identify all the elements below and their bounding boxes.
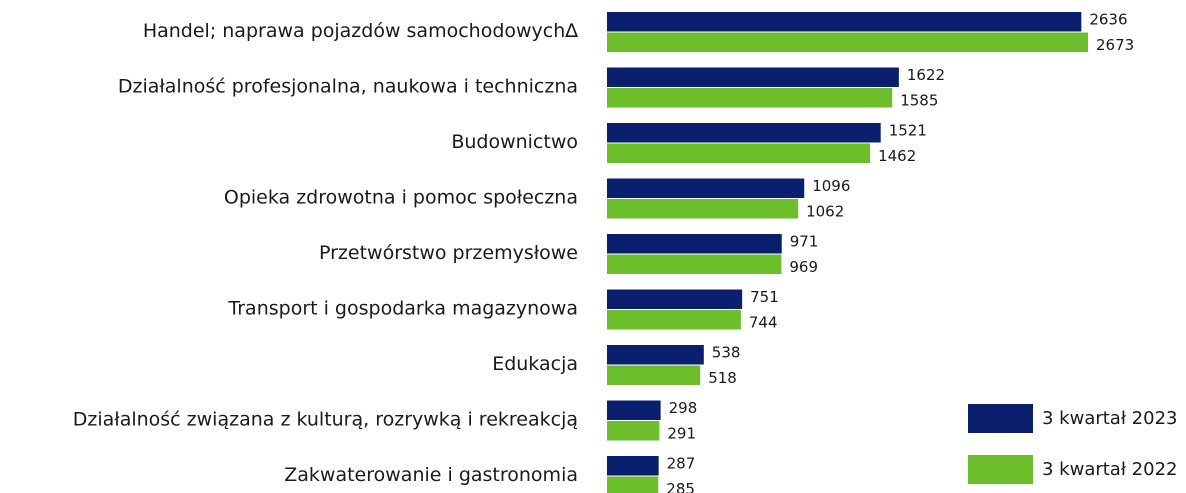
bar [607,345,704,365]
category-label: Zakwaterowanie i gastronomia [284,464,578,486]
value-label: 538 [712,343,741,361]
bar [607,254,782,274]
bar [607,12,1082,32]
value-label: 518 [708,369,737,387]
category-label: Edukacja [492,353,578,375]
value-label: 1462 [878,147,916,165]
value-label: 285 [666,480,695,493]
value-label: 287 [667,454,696,472]
value-label: 2636 [1089,10,1127,28]
bar [607,32,1088,52]
bar [607,67,899,87]
bar [607,234,782,254]
legend-label: 3 kwartał 2023 [1042,408,1177,429]
value-label: 1096 [812,177,850,195]
category-label: Opieka zdrowotna i pomoc społeczna [224,187,578,209]
legend-swatch [968,455,1033,484]
value-label: 971 [790,232,819,250]
bar [607,365,701,385]
category-label: Działalność związana z kulturą, rozrywką… [73,409,578,431]
bar [607,421,660,441]
value-label: 2673 [1096,36,1134,54]
category-label: Budownictwo [451,131,578,153]
value-label: 1062 [806,202,844,220]
bar [607,456,659,476]
bar [607,143,871,163]
value-label: 291 [667,424,696,442]
category-label: Działalność profesjonalna, naukowa i tec… [118,76,578,98]
value-label: 969 [789,258,818,276]
bar [607,310,741,330]
bar [607,400,661,420]
value-label: 1585 [900,91,938,109]
value-label: 744 [749,313,778,331]
bar [607,289,743,309]
bar [607,178,805,198]
category-label: Przetwórstwo przemysłowe [319,242,578,264]
value-label: 751 [750,288,779,306]
bar [607,199,799,219]
category-label: Handel; naprawa pojazdów samochodowych∆ [143,20,578,42]
value-label: 298 [669,399,698,417]
legend-swatch [968,404,1033,433]
bar [607,88,893,108]
bar [607,123,881,143]
value-label: 1521 [889,121,927,139]
value-label: 1622 [907,66,945,84]
category-label: Transport i gospodarka magazynowa [227,298,578,320]
bar [607,476,659,493]
legend-label: 3 kwartał 2022 [1042,459,1177,480]
